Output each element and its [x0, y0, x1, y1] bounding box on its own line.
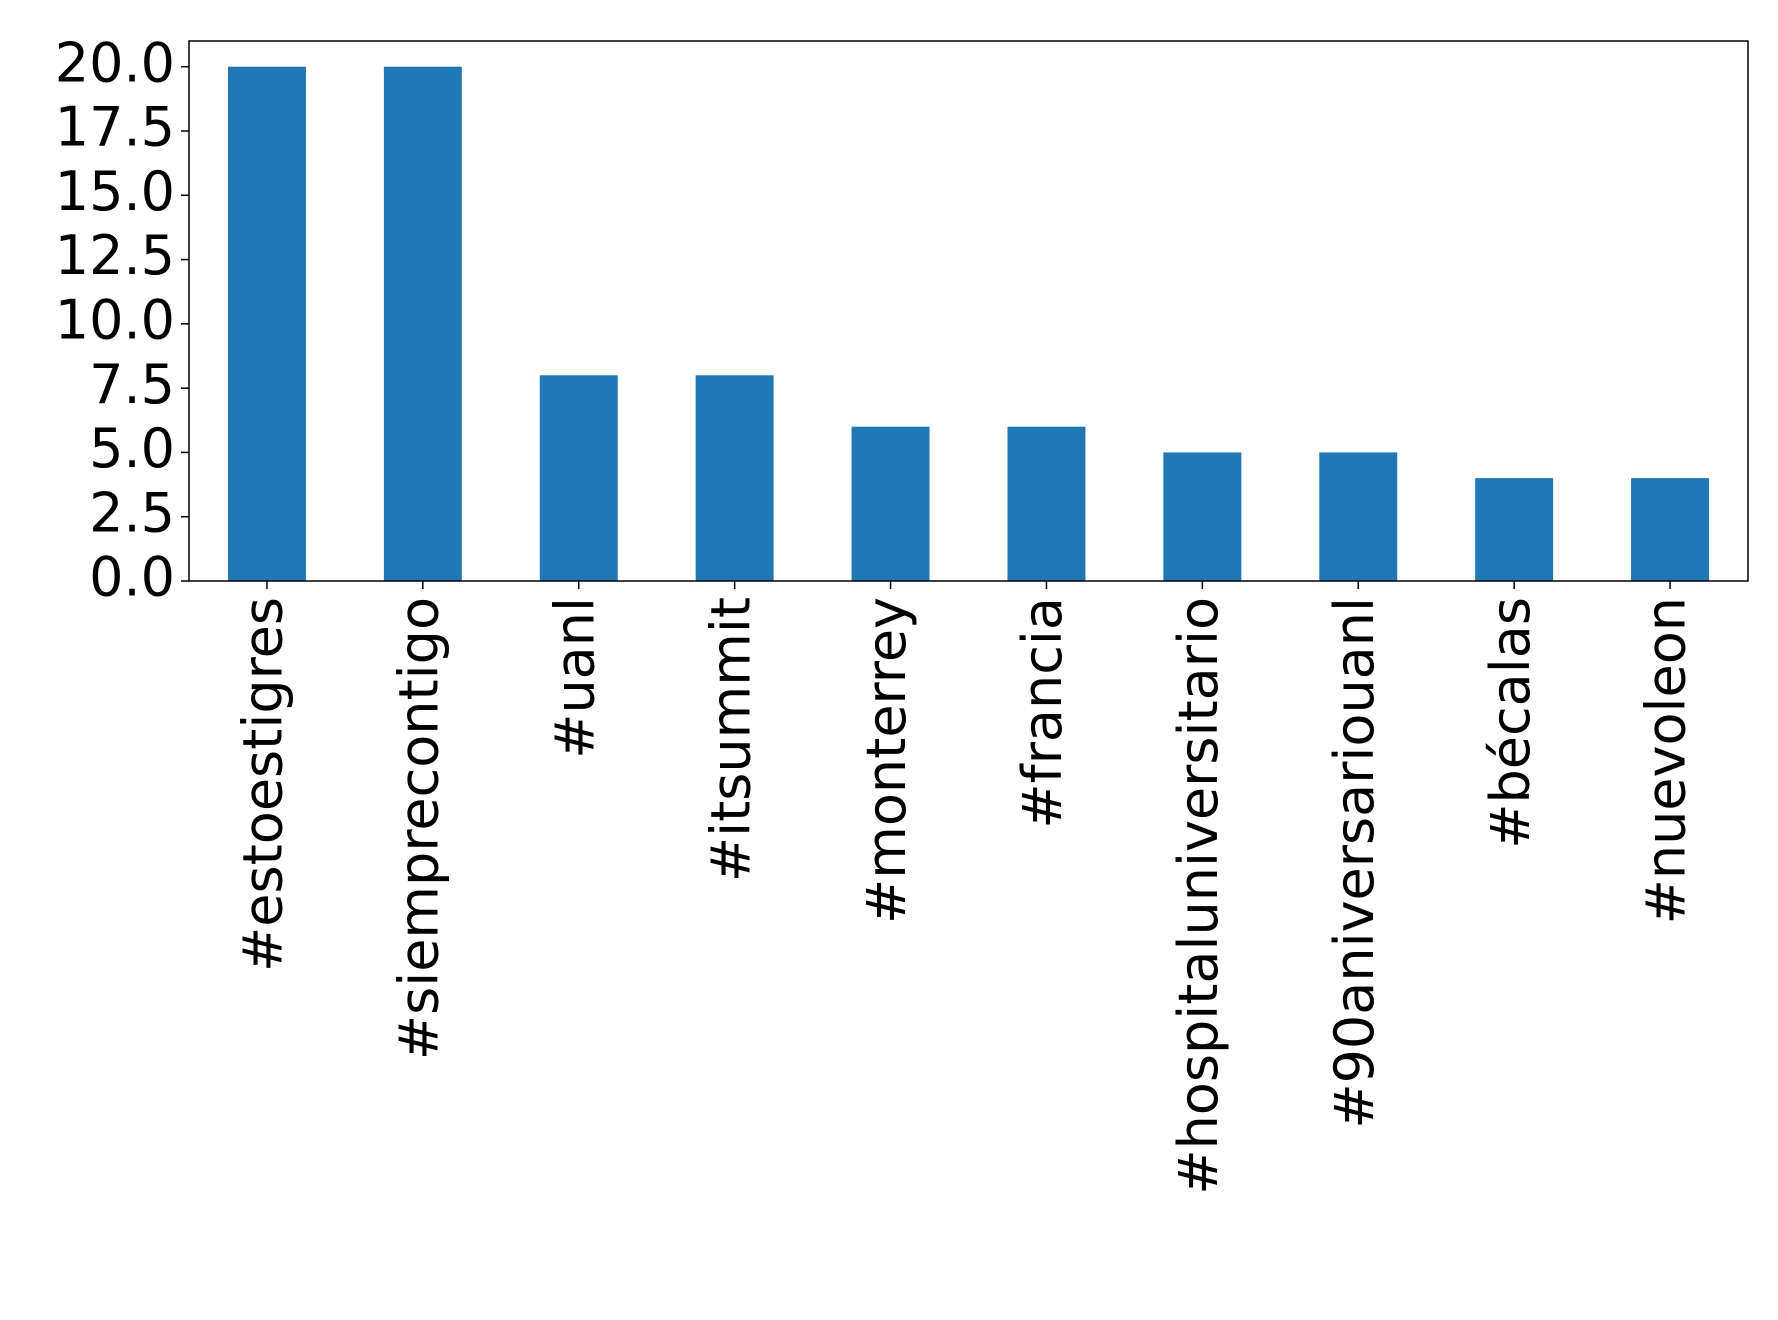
x-tick-label: #uanl	[543, 597, 606, 759]
bar	[1163, 452, 1242, 581]
bar	[1007, 426, 1086, 581]
x-tick-label: #monterrey	[855, 597, 918, 924]
y-tick-label: 2.5	[89, 481, 175, 544]
x-tick-label: #itsummit	[699, 597, 762, 882]
y-tick-label: 10.0	[55, 288, 175, 351]
y-tick-label: 7.5	[89, 353, 175, 416]
x-tick-label: #90aniversariouanl	[1323, 597, 1386, 1129]
x-tick-label: #francia	[1011, 597, 1074, 829]
y-tick-label: 17.5	[55, 96, 175, 159]
x-tick-label: #bécalas	[1479, 597, 1542, 849]
bar	[695, 375, 774, 581]
x-tick-label: #estoestigres	[232, 597, 295, 972]
y-tick-label: 5.0	[89, 417, 175, 480]
bar	[1475, 478, 1554, 581]
y-tick-label: 12.5	[55, 224, 175, 287]
bar	[1631, 478, 1710, 581]
bar	[1319, 452, 1398, 581]
x-tick-label: #hospitaluniversitario	[1167, 597, 1230, 1195]
x-tick-label: #nuevoleon	[1635, 597, 1698, 924]
plot-frame	[188, 40, 1749, 582]
bar	[383, 66, 462, 581]
bar	[539, 375, 618, 581]
bar	[851, 426, 930, 581]
y-tick-label: 20.0	[55, 31, 175, 94]
y-tick-label: 15.0	[55, 160, 175, 223]
y-tick-label: 0.0	[89, 546, 175, 609]
x-tick-label: #siemprecontigo	[387, 597, 450, 1060]
bar	[227, 66, 306, 581]
